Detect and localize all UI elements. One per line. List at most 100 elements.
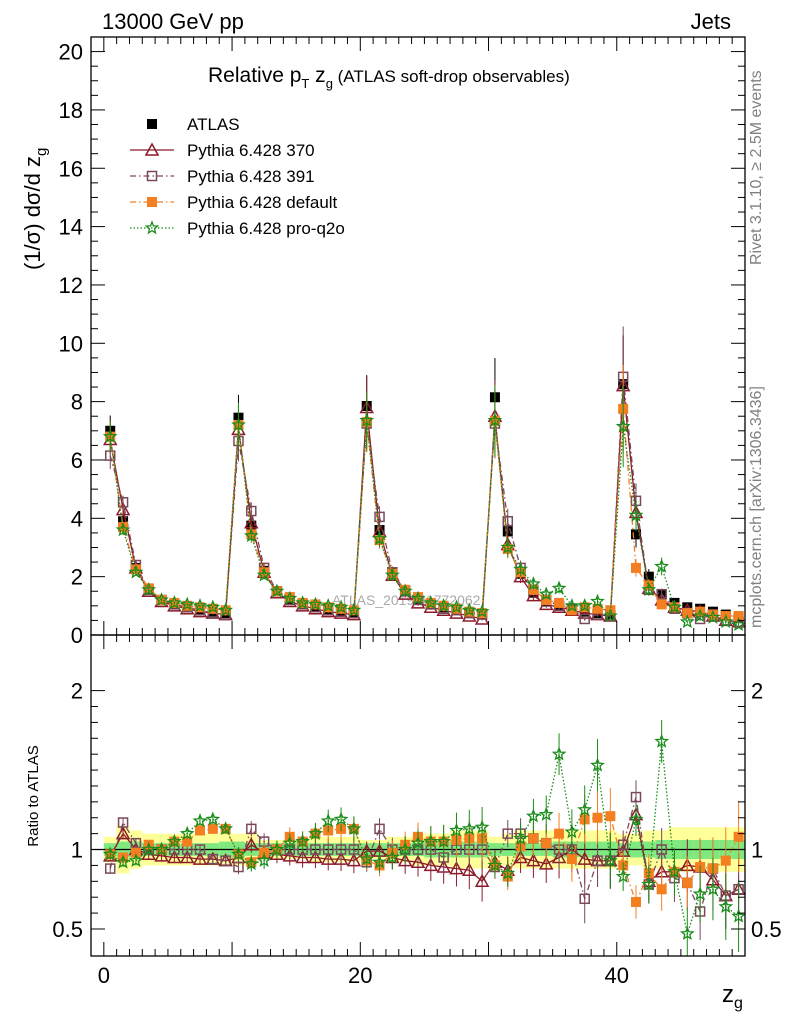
data-point xyxy=(243,527,259,543)
data-point xyxy=(141,581,157,597)
ratio-data-point xyxy=(192,851,208,865)
ratio-data-point xyxy=(731,908,746,923)
data-point xyxy=(564,597,580,613)
ratio-data-point xyxy=(295,849,310,864)
data-point xyxy=(656,599,667,610)
data-point xyxy=(231,417,246,432)
data-point xyxy=(541,594,552,605)
ratio-data-point xyxy=(718,898,734,914)
data-point xyxy=(654,558,670,573)
ratio-data-point xyxy=(231,846,246,861)
data-point xyxy=(707,609,718,620)
ratio-data-point xyxy=(322,844,334,855)
legend-label: ATLAS xyxy=(187,115,240,134)
data-point xyxy=(577,597,593,613)
main-y-tick-label: 6 xyxy=(71,448,83,473)
ratio-data-point xyxy=(308,825,323,840)
legend-marker xyxy=(146,170,158,182)
ratio-data-point xyxy=(179,825,195,840)
x-tick-label: 20 xyxy=(348,963,372,988)
ratio-data-point xyxy=(410,854,426,868)
ratio-data-point xyxy=(374,823,385,835)
ratio-data-point xyxy=(410,835,426,850)
data-point xyxy=(461,602,477,617)
main-y-tick-label: 12 xyxy=(59,273,83,298)
x-axis-label-sub: g xyxy=(734,995,743,1012)
ratio-data-point xyxy=(154,848,169,862)
ratio-data-point xyxy=(577,801,593,817)
ratio-data-point xyxy=(667,864,682,879)
ratio-y-axis-label: Ratio to ATLAS xyxy=(25,745,42,846)
data-point xyxy=(295,595,310,610)
ratio-data-point xyxy=(372,854,387,869)
ratio-data-point xyxy=(538,806,554,821)
ratio-data-point xyxy=(295,833,310,848)
ratio-data-point xyxy=(541,838,552,849)
ratio-data-point xyxy=(461,821,477,836)
ratio-data-point xyxy=(192,813,208,828)
ratio-data-point xyxy=(577,851,592,865)
ratio-data-point xyxy=(282,848,298,862)
legend-label: Pythia 6.428 pro-q2o xyxy=(187,219,345,238)
data-point xyxy=(102,428,118,443)
mcplots-label: mcplots.cern.ch [arXiv:1306.3436] xyxy=(748,386,765,628)
data-point xyxy=(397,583,413,598)
data-point xyxy=(320,598,336,613)
ratio-data-point xyxy=(423,833,439,848)
ratio-data-point xyxy=(320,851,336,865)
ratio-data-point xyxy=(282,835,298,850)
ratio-data-point xyxy=(579,893,590,905)
legend-entry: Pythia 6.428 370 xyxy=(130,141,315,160)
data-point xyxy=(551,580,567,595)
ratio-data-point xyxy=(102,846,118,861)
ratio-data-point xyxy=(692,886,708,901)
ratio-data-point xyxy=(359,851,375,866)
ratio-data-point xyxy=(564,824,580,839)
data-point xyxy=(579,613,590,625)
ratio-data-point xyxy=(320,813,336,828)
ratio-data-point xyxy=(194,844,206,855)
ratio-data-point xyxy=(220,855,231,866)
ratio-y-tick-label-right: 2 xyxy=(751,679,763,704)
plot-title-mid: z xyxy=(309,64,325,87)
ratio-data-point xyxy=(207,853,219,865)
ratio-data-point xyxy=(502,828,514,839)
ratio-y-tick-label: 2 xyxy=(71,679,83,704)
ratio-data-point xyxy=(310,844,321,855)
ratio-data-point xyxy=(167,849,182,864)
ratio-panel-data xyxy=(102,720,746,956)
ratio-data-point xyxy=(244,837,259,851)
ratio-data-point xyxy=(333,811,349,826)
ratio-data-point xyxy=(207,823,218,834)
legend-entry: Pythia 6.428 pro-q2o xyxy=(130,219,345,238)
ratio-data-point xyxy=(128,852,144,867)
ratio-data-point xyxy=(602,852,618,867)
ratio-data-point xyxy=(656,884,667,895)
data-point xyxy=(528,584,539,595)
ratio-data-point xyxy=(449,861,464,875)
x-axis-label-text: z xyxy=(722,981,734,1008)
plot-title-sub-g: g xyxy=(326,76,333,91)
ratio-data-point xyxy=(333,851,349,865)
ratio-data-point xyxy=(182,836,193,847)
data-point xyxy=(423,595,439,610)
main-y-tick-label: 14 xyxy=(59,215,83,240)
data-point xyxy=(641,582,657,597)
legend-entry: Pythia 6.428 default xyxy=(130,193,338,212)
legend-label: Pythia 6.428 370 xyxy=(187,141,315,160)
data-point xyxy=(436,598,452,613)
ratio-series-3 xyxy=(102,720,746,956)
data-point xyxy=(628,507,644,522)
legend-marker xyxy=(144,142,160,156)
ratio-data-point xyxy=(335,844,347,855)
ratio-panel-frame xyxy=(90,634,746,957)
ratio-data-point xyxy=(630,791,642,803)
data-point xyxy=(566,605,577,616)
ratio-data-point xyxy=(205,811,221,826)
series-4 xyxy=(102,385,746,632)
data-point xyxy=(384,567,400,582)
data-point xyxy=(487,412,503,427)
ratio-series-line xyxy=(109,796,739,914)
ratio-data-point xyxy=(592,855,603,866)
main-y-tick-label: 2 xyxy=(71,565,83,590)
